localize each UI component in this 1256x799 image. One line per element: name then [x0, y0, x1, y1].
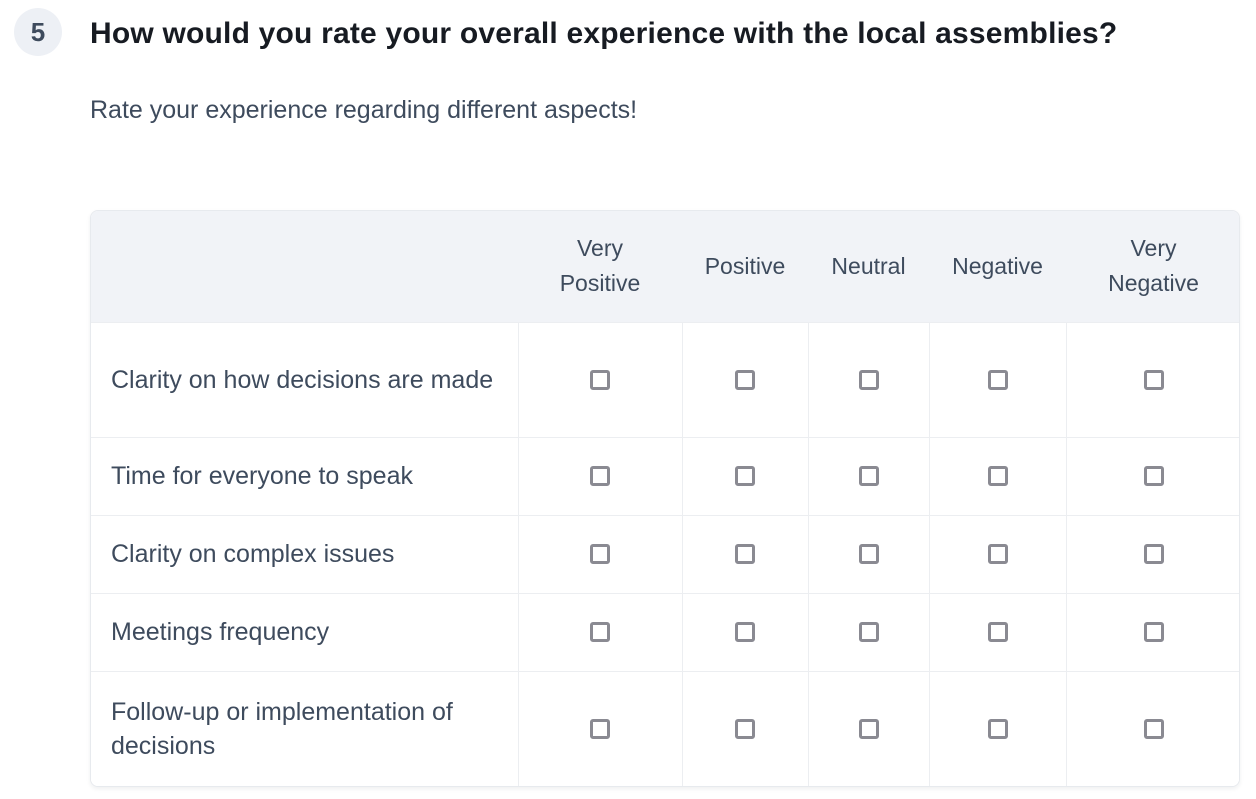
column-header-label: Very Negative	[1108, 235, 1199, 297]
matrix-cell	[681, 592, 808, 671]
checkbox[interactable]	[858, 718, 879, 739]
matrix-row: Time for everyone to speak	[91, 436, 1239, 515]
matrix-column-header: Negative	[929, 211, 1066, 322]
matrix-cell	[517, 670, 682, 786]
checkbox[interactable]	[590, 718, 610, 739]
question-title: How would you rate your overall experien…	[90, 17, 1118, 50]
question-number: 5	[30, 16, 46, 47]
matrix-column-header: Very Negative	[1066, 211, 1239, 322]
checkbox[interactable]	[858, 466, 879, 486]
checkbox[interactable]	[590, 622, 610, 642]
matrix-row-label: Time for everyone to speak	[91, 436, 518, 515]
checkbox[interactable]	[735, 466, 755, 486]
checkbox[interactable]	[735, 369, 755, 390]
matrix-cell	[1065, 436, 1239, 515]
matrix-cell	[928, 592, 1066, 671]
checkbox[interactable]	[987, 544, 1008, 564]
matrix-cell	[928, 321, 1066, 437]
checkbox[interactable]	[987, 718, 1008, 739]
matrix-table-card: Very Positive Positive Neutral Negative …	[90, 210, 1240, 787]
matrix-cell	[1065, 592, 1239, 671]
matrix-cell	[928, 670, 1066, 786]
checkbox[interactable]	[858, 544, 879, 564]
checkbox[interactable]	[1143, 466, 1164, 486]
matrix-table: Very Positive Positive Neutral Negative …	[91, 211, 1239, 786]
matrix-cell	[517, 514, 682, 593]
checkbox[interactable]	[1143, 544, 1164, 564]
matrix-row: Clarity on complex issues	[91, 514, 1239, 593]
checkbox[interactable]	[858, 369, 879, 390]
checkbox[interactable]	[590, 369, 610, 390]
matrix-cell	[681, 436, 808, 515]
matrix-header: Very Positive Positive Neutral Negative …	[91, 211, 1239, 322]
column-header-label: Very Positive	[559, 235, 641, 297]
matrix-cell	[1065, 321, 1239, 437]
checkbox[interactable]	[590, 544, 610, 564]
matrix-row-label: Meetings frequency	[91, 592, 518, 671]
checkbox[interactable]	[735, 544, 755, 564]
checkbox[interactable]	[590, 466, 610, 486]
column-header-label: Neutral	[831, 252, 906, 279]
checkbox[interactable]	[987, 622, 1008, 642]
matrix-cell	[517, 592, 682, 671]
matrix-cell	[928, 436, 1066, 515]
checkbox[interactable]	[1143, 718, 1164, 739]
matrix-row-label: Clarity on how decisions are made	[91, 321, 518, 437]
matrix-cell	[807, 592, 929, 671]
column-header-label: Positive	[704, 252, 786, 279]
matrix-cell	[517, 436, 682, 515]
matrix-cell	[928, 514, 1066, 593]
matrix-cell	[807, 436, 929, 515]
matrix-cell	[1065, 514, 1239, 593]
matrix-row: Clarity on how decisions are made	[91, 321, 1239, 437]
matrix-row: Follow-up or implementation of decisions	[91, 670, 1239, 786]
matrix-cell	[807, 514, 929, 593]
matrix-row-label: Clarity on complex issues	[91, 514, 518, 593]
matrix-corner-cell	[91, 211, 518, 322]
checkbox[interactable]	[987, 466, 1008, 486]
matrix-cell	[1065, 670, 1239, 786]
matrix-cell	[681, 321, 808, 437]
matrix-row: Meetings frequency	[91, 592, 1239, 671]
question-number-badge: 5	[14, 8, 62, 56]
question-description: Rate your experience regarding different…	[90, 96, 638, 124]
matrix-column-header: Positive	[682, 211, 808, 322]
matrix-cell	[807, 321, 929, 437]
column-header-label: Negative	[952, 252, 1043, 279]
checkbox[interactable]	[1143, 369, 1164, 390]
matrix-cell	[681, 514, 808, 593]
checkbox[interactable]	[1143, 622, 1164, 642]
checkbox[interactable]	[735, 718, 755, 739]
matrix-cell	[681, 670, 808, 786]
checkbox[interactable]	[987, 369, 1008, 390]
matrix-cell	[807, 670, 929, 786]
checkbox[interactable]	[735, 622, 755, 642]
checkbox[interactable]	[858, 622, 879, 642]
matrix-row-label: Follow-up or implementation of decisions	[91, 670, 518, 786]
matrix-cell	[517, 321, 682, 437]
matrix-column-header: Neutral	[808, 211, 929, 322]
matrix-column-header: Very Positive	[518, 211, 682, 322]
